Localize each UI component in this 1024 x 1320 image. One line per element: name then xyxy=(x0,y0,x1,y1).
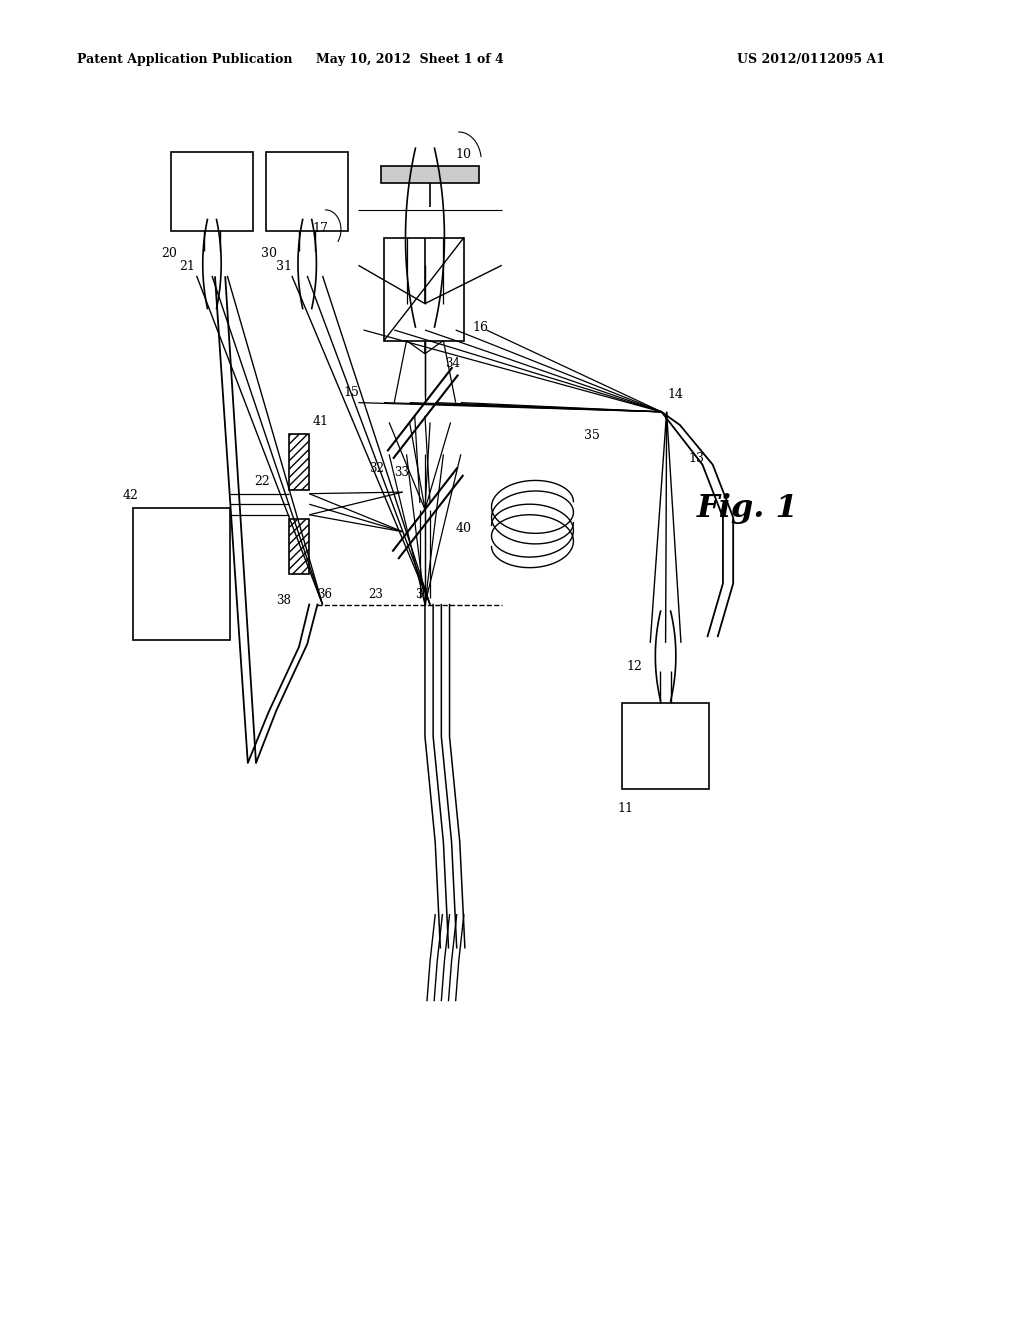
Text: 31: 31 xyxy=(276,260,293,273)
Text: 12: 12 xyxy=(627,660,643,673)
Bar xyxy=(289,519,309,574)
Text: US 2012/0112095 A1: US 2012/0112095 A1 xyxy=(737,53,886,66)
Text: 14: 14 xyxy=(668,388,684,401)
Text: 30: 30 xyxy=(261,247,278,260)
Text: 32: 32 xyxy=(369,462,384,475)
Bar xyxy=(381,165,479,182)
Text: May 10, 2012  Sheet 1 of 4: May 10, 2012 Sheet 1 of 4 xyxy=(315,53,504,66)
Text: 37: 37 xyxy=(415,587,430,601)
Text: 33: 33 xyxy=(394,466,410,479)
Bar xyxy=(623,704,709,789)
Text: 13: 13 xyxy=(688,451,705,465)
Text: 23: 23 xyxy=(369,587,384,601)
Text: 17: 17 xyxy=(312,222,329,235)
Text: 40: 40 xyxy=(456,521,472,535)
Bar xyxy=(133,508,230,640)
Text: Patent Application Publication: Patent Application Publication xyxy=(77,53,292,66)
Text: 16: 16 xyxy=(472,321,488,334)
Text: 42: 42 xyxy=(123,488,139,502)
Text: 21: 21 xyxy=(179,260,196,273)
Bar xyxy=(171,152,253,231)
Text: 11: 11 xyxy=(617,803,634,816)
Text: 35: 35 xyxy=(584,429,600,442)
Text: 22: 22 xyxy=(254,475,269,488)
Bar xyxy=(384,238,464,341)
Text: 10: 10 xyxy=(456,148,472,161)
Text: 15: 15 xyxy=(343,385,359,399)
Text: 41: 41 xyxy=(312,414,329,428)
Bar xyxy=(266,152,348,231)
Text: Fig. 1: Fig. 1 xyxy=(696,492,798,524)
Text: 36: 36 xyxy=(317,587,333,601)
Text: 34: 34 xyxy=(445,356,461,370)
Text: 20: 20 xyxy=(161,247,177,260)
Text: 38: 38 xyxy=(276,594,292,607)
Bar xyxy=(289,434,309,490)
